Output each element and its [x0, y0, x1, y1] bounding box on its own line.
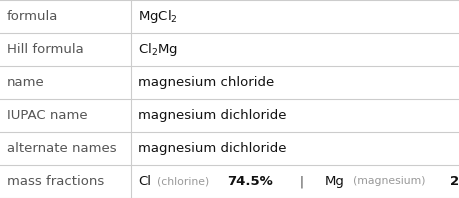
Text: IUPAC name: IUPAC name [7, 109, 87, 122]
Text: MgCl$_2$: MgCl$_2$ [138, 8, 178, 25]
Text: (magnesium): (magnesium) [350, 176, 426, 187]
Text: mass fractions: mass fractions [7, 175, 104, 188]
Text: magnesium dichloride: magnesium dichloride [138, 142, 286, 155]
Text: |: | [286, 175, 316, 188]
Text: alternate names: alternate names [7, 142, 116, 155]
Text: name: name [7, 76, 45, 89]
Text: Cl: Cl [138, 175, 151, 188]
Text: magnesium chloride: magnesium chloride [138, 76, 274, 89]
Text: Hill formula: Hill formula [7, 43, 84, 56]
Text: formula: formula [7, 10, 58, 23]
Text: magnesium dichloride: magnesium dichloride [138, 109, 286, 122]
Text: 25.5%: 25.5% [448, 175, 459, 188]
Text: Cl$_2$Mg: Cl$_2$Mg [138, 41, 178, 58]
Text: (chlorine): (chlorine) [154, 176, 211, 187]
Text: Mg: Mg [325, 175, 344, 188]
Text: 74.5%: 74.5% [227, 175, 273, 188]
